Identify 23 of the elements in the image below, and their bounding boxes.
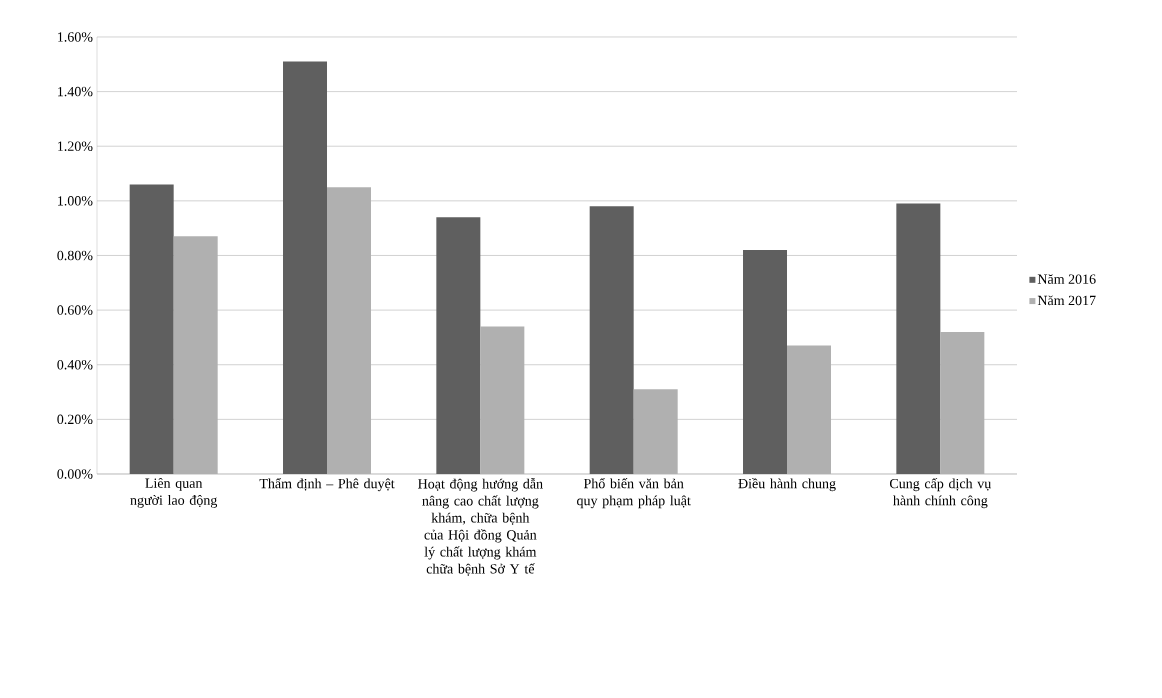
y-tick-label: 0.40% — [57, 359, 93, 370]
x-tick-label: Điều hành chung — [738, 478, 836, 492]
x-tick-label: Cung cấp dịch vụ hành chính công — [889, 478, 992, 509]
x-tick-label: Phổ biến văn bản quy phạm pháp luật — [577, 478, 691, 509]
y-tick-label: 1.00% — [58, 196, 93, 206]
y-tick-label: 0.60% — [57, 305, 93, 315]
y-tick-label: 1.60% — [58, 32, 93, 42]
x-tick-label: Hoạt động hướng dẫn nâng cao chất lượng khám, chữa bệnh của Hội đồng Quản lý chất lượng khám chữa bệnh Sở Y tế — [418, 478, 543, 576]
y-tick-label: 1.20% — [58, 141, 93, 151]
bar — [589, 206, 634, 474]
bar — [743, 250, 788, 474]
bar — [129, 184, 174, 474]
bar — [283, 61, 328, 474]
x-tick-label: Liên quan người lao động — [130, 478, 218, 508]
y-tick-label: 1.40% — [58, 86, 93, 97]
y-tick-label: 0.80% — [57, 250, 93, 261]
y-tick-label: 0.20% — [57, 414, 93, 425]
bar — [896, 203, 941, 474]
legend-label: Năm 2017 — [1037, 295, 1096, 306]
y-tick-label: 0.00% — [57, 469, 93, 479]
bar — [436, 217, 481, 474]
legend-label: Năm 2016 — [1037, 274, 1096, 284]
x-tick-label: Thẩm định – Phê duyệt — [259, 478, 395, 492]
